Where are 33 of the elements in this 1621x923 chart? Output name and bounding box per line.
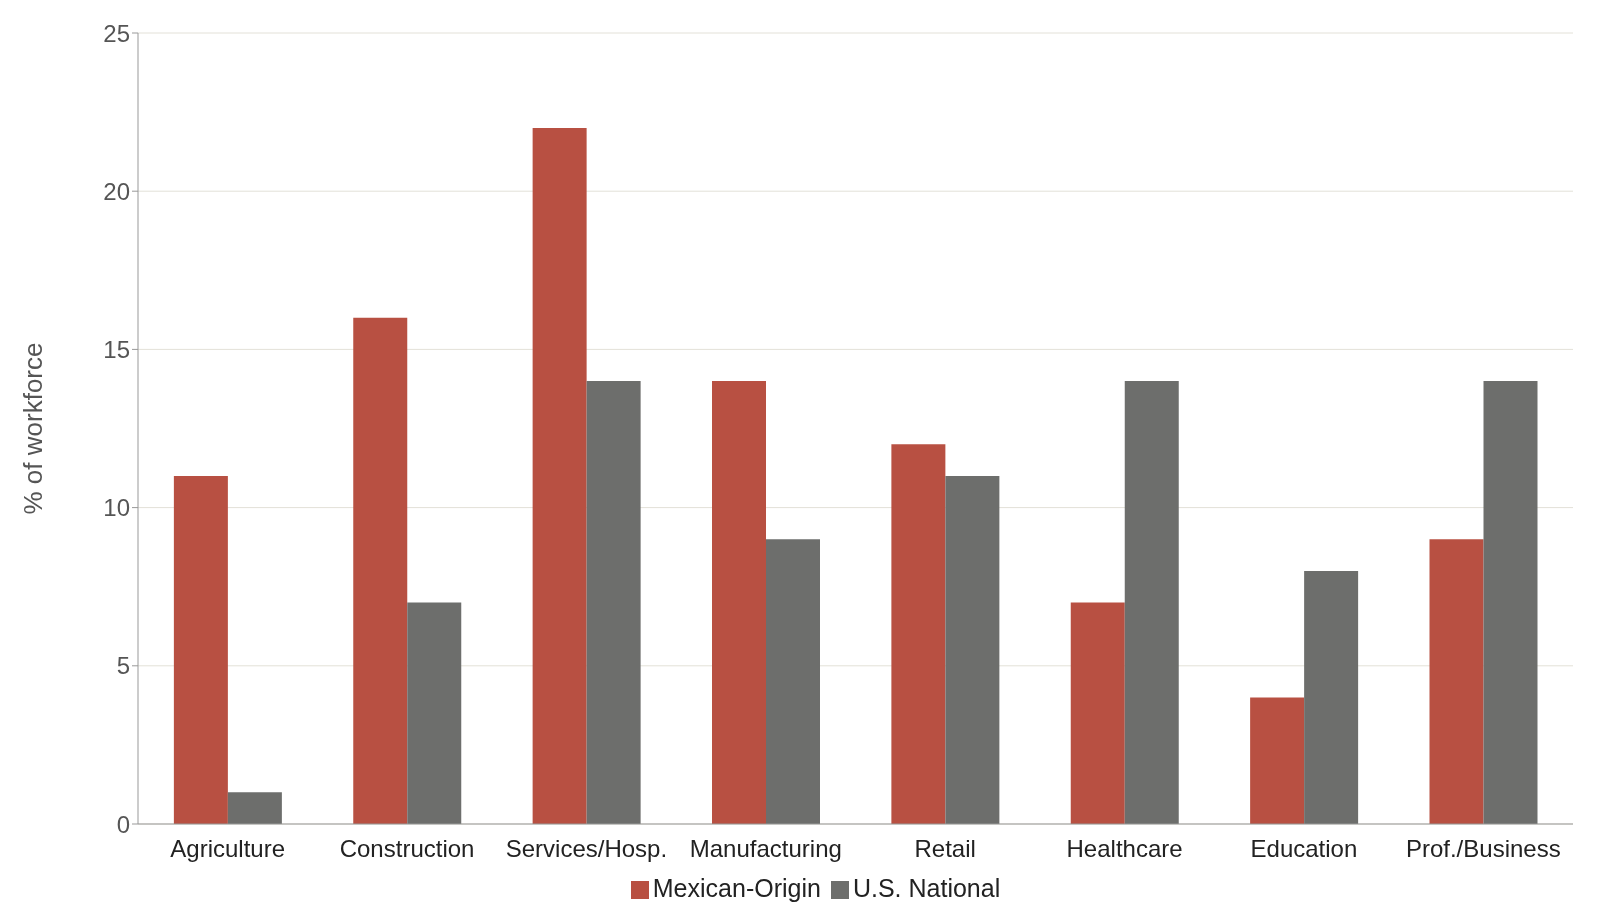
- bar: [1124, 381, 1179, 824]
- bar: [353, 317, 408, 824]
- x-tick-label: Healthcare: [1066, 835, 1183, 863]
- x-tick-label: Education: [1250, 835, 1358, 863]
- y-axis-title: % of workforce: [18, 342, 49, 515]
- x-tick-label: Agriculture: [170, 835, 286, 863]
- x-tick-label: Manufacturing: [689, 835, 842, 863]
- y-tick-label: 0: [116, 810, 130, 838]
- x-tick-label: Construction: [339, 835, 475, 863]
- x-tick-label: Prof./Business: [1405, 835, 1561, 863]
- y-tick-label: 5: [116, 652, 130, 680]
- bar: [1429, 539, 1484, 824]
- bar: [227, 792, 282, 824]
- bar: [712, 381, 766, 824]
- bar: [586, 381, 641, 824]
- y-tick-label: 10: [103, 494, 130, 522]
- legend-label: Mexican-Origin: [652, 874, 821, 902]
- y-tick-label: 25: [103, 19, 130, 47]
- bar: [1070, 602, 1125, 824]
- bar: [1304, 570, 1359, 824]
- x-tick-label: Services/Hosp.: [505, 835, 668, 863]
- bar: [173, 475, 228, 824]
- legend-label: U.S. National: [852, 874, 1001, 902]
- bar: [532, 127, 587, 824]
- y-tick-label: 20: [103, 177, 130, 205]
- y-tick-label: 15: [103, 335, 130, 363]
- bar: [891, 444, 946, 824]
- x-tick-label: Retail: [914, 835, 976, 863]
- bar: [1250, 697, 1305, 824]
- bar: [766, 539, 820, 824]
- bar: [407, 602, 462, 824]
- bar: [945, 475, 1000, 824]
- bar: [1483, 381, 1538, 824]
